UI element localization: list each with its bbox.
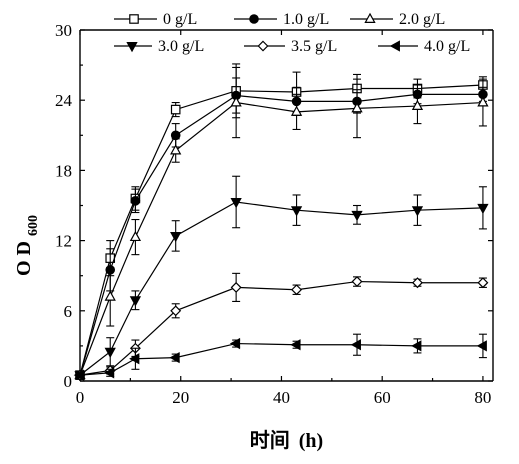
x-tick-label: 80 [474, 388, 491, 407]
marker-diamond-open [232, 283, 241, 292]
marker-circle-filled [250, 15, 258, 23]
legend-label: 0 g/L [163, 11, 197, 28]
legend-item-2: 1.0 g/L [234, 11, 329, 28]
y-tick-label: 0 [64, 372, 73, 391]
series-line [80, 103, 483, 376]
marker-diamond-open [352, 277, 361, 286]
x-tick-label: 60 [374, 388, 391, 407]
legend: 0 g/L 1.0 g/L 2.0 g/L 3.0 g/L 3.5 g/L 4.0 g/L [114, 11, 470, 55]
y-axis-label: O D 600 [13, 215, 41, 276]
marker-triangle-up-open [106, 292, 115, 300]
y-axis-label-subscript: 600 [26, 215, 41, 236]
series-line [80, 282, 483, 376]
legend-label: 3.0 g/L [158, 38, 204, 55]
marker-triangle-up-open [131, 232, 140, 240]
marker-triangle-left-filled [130, 354, 138, 363]
series-6 [75, 334, 487, 380]
marker-circle-filled [171, 131, 179, 139]
legend-label: 2.0 g/L [399, 11, 445, 28]
x-tick-label: 40 [273, 388, 290, 407]
legend-item-4: 3.0 g/L [114, 38, 204, 55]
plot-area: 0 6 12 18 24 30 0 20 40 60 80 [55, 21, 493, 407]
x-axis-label-text: 时间 [250, 429, 290, 452]
y-tick-label: 12 [55, 232, 72, 251]
y-tick-label: 6 [64, 302, 73, 321]
marker-triangle-up-open [365, 14, 374, 22]
legend-label: 4.0 g/L [424, 38, 470, 55]
marker-diamond-open [258, 41, 267, 50]
y-tick-label: 30 [55, 21, 72, 40]
y-axis-label-main: O D [13, 241, 35, 276]
marker-circle-filled [131, 197, 139, 205]
marker-diamond-open [478, 278, 487, 287]
marker-triangle-down-filled [171, 233, 180, 241]
marker-triangle-left-filled [352, 340, 360, 349]
series-3 [75, 67, 487, 378]
x-axis-label-unit: (h) [299, 430, 323, 452]
legend-label: 1.0 g/L [283, 11, 329, 28]
legend-item-1: 0 g/L [114, 11, 197, 28]
x-axis-label: 时间 (h) [250, 429, 323, 452]
marker-triangle-left-filled [478, 341, 486, 350]
marker-square-open [130, 15, 138, 23]
x-tick-label: 20 [172, 388, 189, 407]
series-line [80, 94, 483, 375]
y-tick-label: 24 [55, 91, 73, 110]
legend-label: 3.5 g/L [291, 38, 337, 55]
axes: 0 6 12 18 24 30 0 20 40 60 80 [55, 21, 493, 407]
marker-diamond-open [292, 285, 301, 294]
marker-triangle-down-filled [478, 204, 487, 212]
legend-item-5: 3.5 g/L [244, 38, 337, 55]
marker-triangle-left-filled [412, 341, 420, 350]
marker-triangle-up-open [413, 101, 422, 109]
legend-item-6: 4.0 g/L [378, 38, 470, 55]
marker-triangle-down-filled [352, 212, 361, 220]
legend-item-3: 2.0 g/L [350, 11, 445, 28]
series-1 [76, 64, 487, 379]
marker-triangle-down-filled [106, 348, 115, 356]
x-tick-label: 0 [76, 388, 85, 407]
marker-triangle-down-filled [127, 43, 136, 51]
marker-triangle-left-filled [391, 41, 399, 50]
marker-square-open [171, 105, 179, 113]
marker-triangle-down-filled [131, 297, 140, 305]
series-2 [76, 78, 487, 379]
series-layer [75, 64, 488, 380]
series-line [80, 85, 483, 375]
y-tick-label: 18 [55, 161, 72, 180]
series-5 [75, 273, 487, 379]
